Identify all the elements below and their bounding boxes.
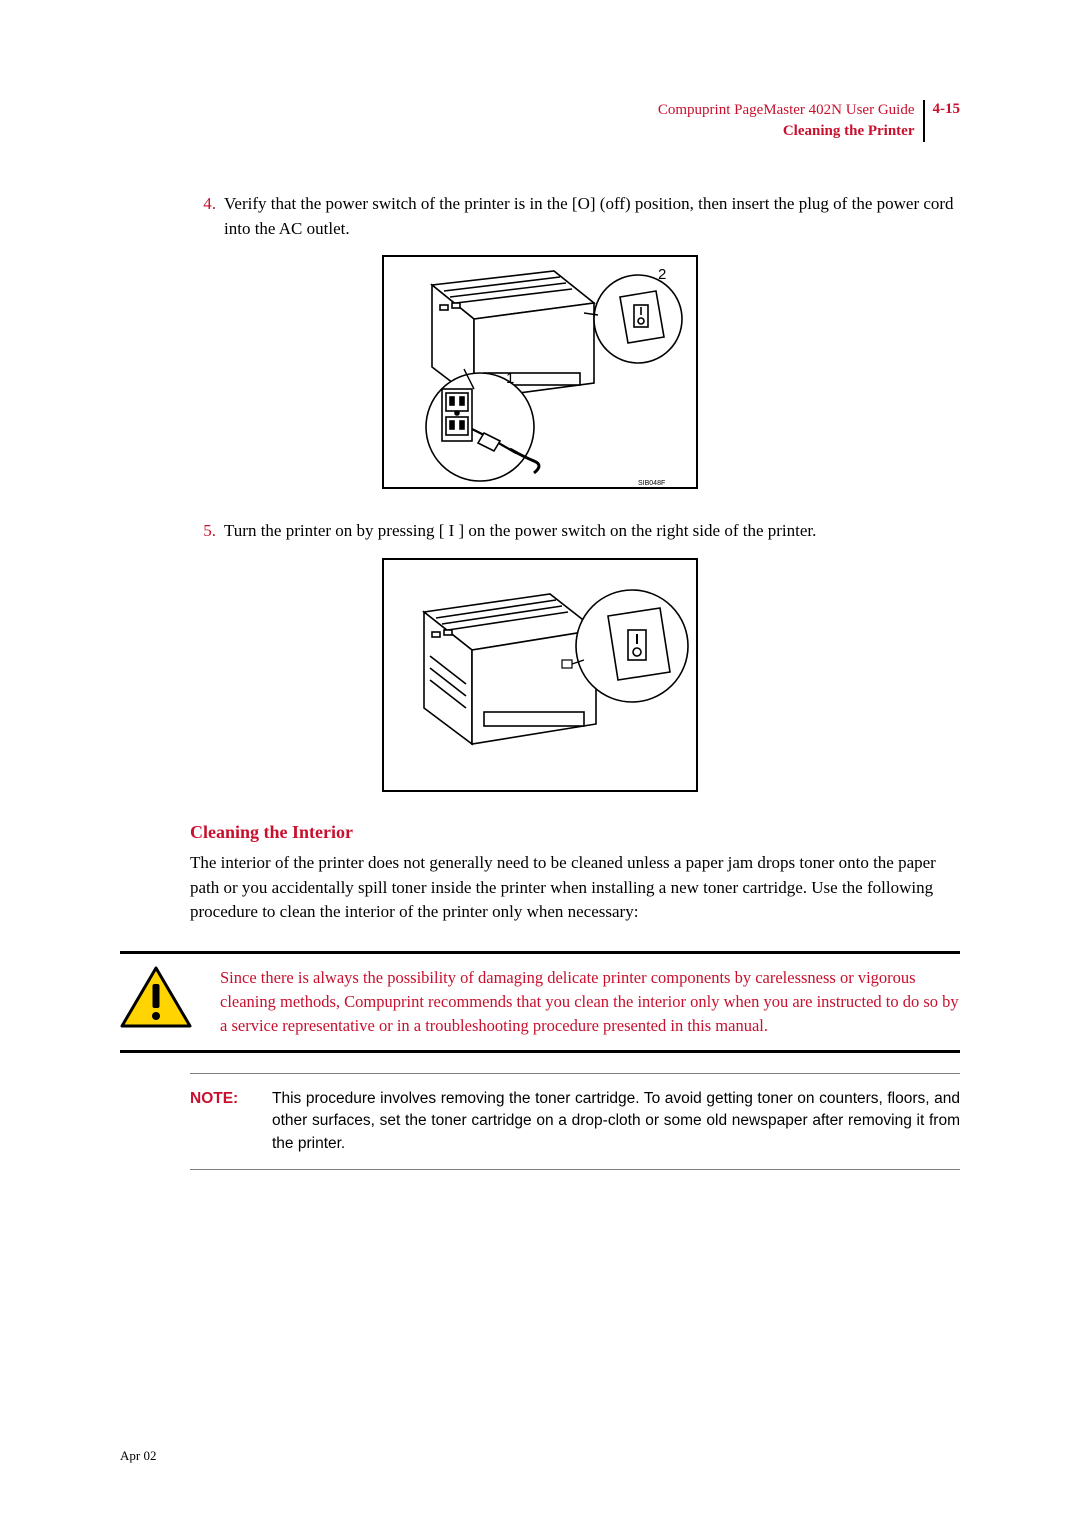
figure-code: SIB048F (638, 480, 665, 487)
header-section: Cleaning the Printer (658, 121, 915, 142)
printer-plug-diagram: 2 1 SIB048F (384, 257, 700, 491)
figure-2-box (382, 558, 698, 792)
figure-1-box: 2 1 SIB048F (382, 255, 698, 489)
figure-2 (120, 558, 960, 792)
page-number: 4-15 (933, 100, 961, 118)
caution-rule-top (120, 951, 960, 954)
guide-title: Compuprint PageMaster 402N User Guide (658, 100, 915, 121)
footer-date: Apr 02 (120, 1448, 156, 1464)
header-divider (923, 100, 925, 142)
header-text: Compuprint PageMaster 402N User Guide Cl… (658, 100, 915, 142)
note-rule-top (190, 1073, 960, 1074)
step-number: 4. (120, 192, 216, 241)
note-label: NOTE: (190, 1088, 254, 1155)
interior-paragraph: The interior of the printer does not gen… (190, 851, 960, 925)
note-rule-bottom (190, 1169, 960, 1170)
callout-1: 1 (506, 370, 514, 387)
caution-block: Since there is always the possibility of… (120, 951, 960, 1053)
note-block: NOTE: This procedure involves removing t… (190, 1073, 960, 1170)
step-4: 4. Verify that the power switch of the p… (120, 192, 960, 241)
page-header: Compuprint PageMaster 402N User Guide Cl… (120, 100, 960, 142)
step-text: Turn the printer on by pressing [ I ] on… (224, 519, 960, 544)
step-text: Verify that the power switch of the prin… (224, 192, 960, 241)
caution-rule-bottom (120, 1050, 960, 1053)
header-block: Compuprint PageMaster 402N User Guide Cl… (658, 100, 960, 142)
caution-row: Since there is always the possibility of… (120, 966, 960, 1038)
section-heading: Cleaning the Interior (190, 822, 960, 843)
note-text: This procedure involves removing the ton… (272, 1088, 960, 1155)
figure-1: 2 1 SIB048F (120, 255, 960, 489)
step-number: 5. (120, 519, 216, 544)
callout-2: 2 (658, 266, 666, 283)
printer-switch-diagram (384, 560, 700, 794)
caution-text: Since there is always the possibility of… (220, 966, 960, 1038)
step-5: 5. Turn the printer on by pressing [ I ]… (120, 519, 960, 544)
note-row: NOTE: This procedure involves removing t… (190, 1082, 960, 1161)
warning-icon (120, 966, 192, 1030)
